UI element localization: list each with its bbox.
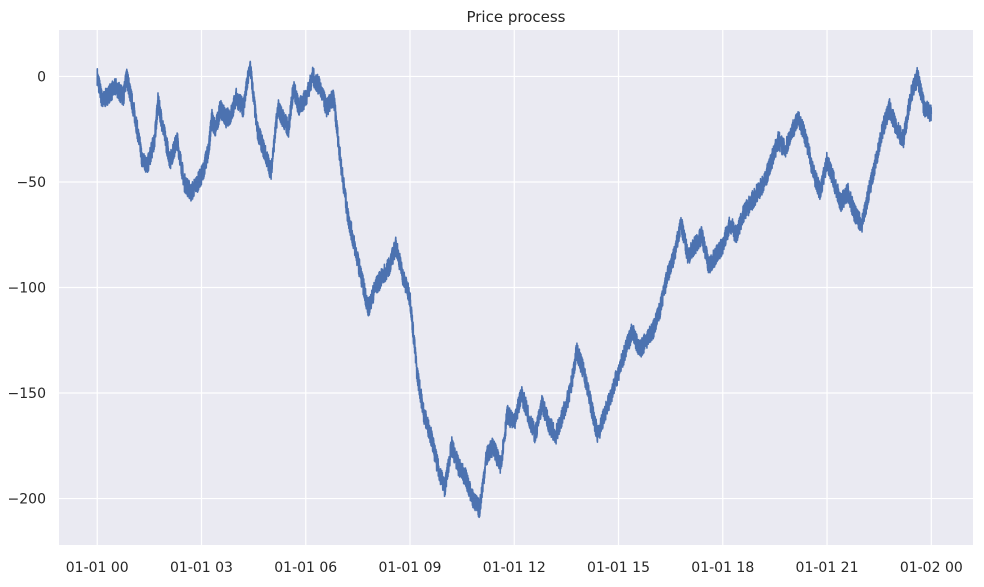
y-tick-label: −100	[8, 281, 46, 297]
series-layer	[96, 60, 933, 519]
y-tick-label: −200	[8, 492, 46, 508]
y-tick-label: −150	[8, 386, 46, 402]
x-tick-label: 01-01 00	[66, 560, 129, 576]
grid-lines	[59, 30, 973, 545]
price-series-line	[96, 60, 933, 519]
x-tick-label: 01-02 00	[900, 560, 963, 576]
y-tick-label: −50	[16, 175, 46, 191]
x-tick-label: 01-01 03	[170, 560, 233, 576]
x-tick-label: 01-01 12	[483, 560, 546, 576]
y-axis-ticks: −200 −150 −100 −50 0	[8, 69, 46, 507]
x-tick-label: 01-01 15	[587, 560, 650, 576]
x-axis-ticks: 01-01 00 01-01 03 01-01 06 01-01 09 01-01 12…	[66, 560, 963, 576]
x-tick-label: 01-01 09	[379, 560, 442, 576]
x-tick-label: 01-01 18	[691, 560, 754, 576]
x-tick-label: 01-01 06	[274, 560, 337, 576]
chart-title: Price process	[466, 8, 565, 26]
x-tick-label: 01-01 21	[796, 560, 859, 576]
y-tick-label: 0	[37, 69, 46, 85]
